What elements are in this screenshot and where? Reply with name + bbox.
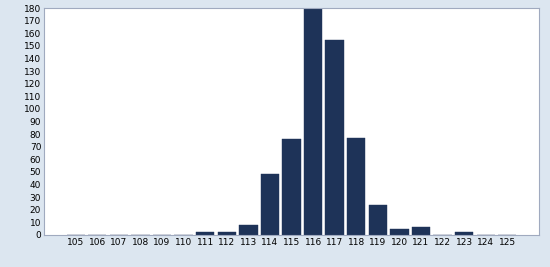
Bar (218, 233, 236, 235)
Bar (239, 225, 257, 235)
Bar (455, 233, 474, 235)
Bar (304, 8, 322, 235)
Bar (412, 227, 430, 235)
Bar (196, 233, 214, 235)
Bar (326, 40, 344, 235)
Bar (261, 174, 279, 235)
Bar (390, 229, 409, 235)
Bar (368, 205, 387, 235)
Bar (282, 139, 301, 235)
Bar (347, 138, 365, 235)
